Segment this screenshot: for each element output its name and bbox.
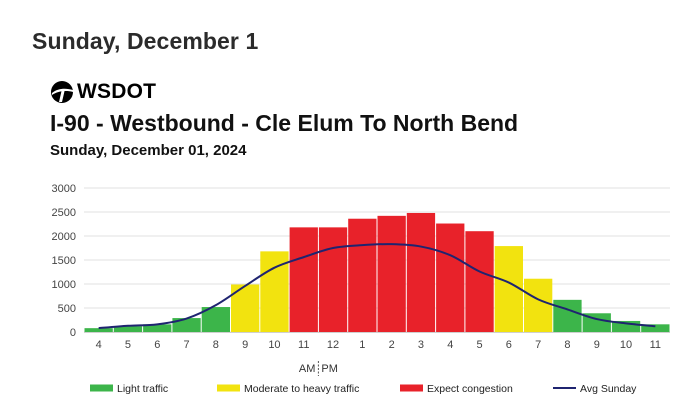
x-tick-label: 12 xyxy=(327,339,339,351)
bar-15 xyxy=(524,278,553,332)
y-tick-label: 2000 xyxy=(52,231,76,243)
y-tick-label: 2500 xyxy=(52,207,76,219)
legend: Light traffic Moderate to heavy traffic Ex… xyxy=(90,383,637,395)
y-tick-label: 3000 xyxy=(52,183,76,195)
legend-swatch-light xyxy=(90,384,113,392)
grid-lines xyxy=(84,187,670,333)
logo-text: WSDOT xyxy=(77,80,157,103)
bar-7 xyxy=(289,227,318,332)
y-tick-label: 0 xyxy=(70,327,76,339)
x-tick-label: 7 xyxy=(535,339,541,351)
x-tick-label: 9 xyxy=(242,339,248,351)
bar-8 xyxy=(318,227,348,332)
legend-swatch-congestion xyxy=(400,384,423,392)
y-axis-ticks: 0 500 1000 1500 2000 2500 3000 xyxy=(52,183,76,339)
bar-18 xyxy=(611,320,641,332)
y-tick-label: 500 xyxy=(58,303,76,315)
avg-sunday-line xyxy=(98,243,656,330)
bar-12 xyxy=(436,223,465,332)
x-tick-label: 9 xyxy=(594,339,600,351)
bar-10 xyxy=(377,215,406,332)
bar-13 xyxy=(465,231,494,332)
wsdot-logo: WSDOT xyxy=(50,80,156,104)
bar-19 xyxy=(641,324,670,332)
bar-2 xyxy=(143,324,172,332)
page-title: Sunday, December 1 xyxy=(32,28,259,54)
wsdot-swoosh-icon xyxy=(51,81,73,103)
x-tick-label: 6 xyxy=(154,339,160,351)
bar-16 xyxy=(553,299,582,332)
bars xyxy=(84,212,670,332)
y-tick-label: 1000 xyxy=(52,279,76,291)
bar-1 xyxy=(113,326,143,332)
chart-title: I-90 - Westbound - Cle Elum To North Ben… xyxy=(50,110,519,136)
x-tick-label: 11 xyxy=(650,339,661,351)
am-pm-divider: AM PM xyxy=(299,361,338,376)
am-label: AM xyxy=(299,363,316,375)
y-tick-label: 1500 xyxy=(52,255,76,267)
x-tick-label: 7 xyxy=(183,339,189,351)
x-tick-label: 10 xyxy=(620,339,632,351)
x-tick-label: 8 xyxy=(564,339,570,351)
chart-subtitle: Sunday, December 01, 2024 xyxy=(50,142,247,159)
x-tick-label: 5 xyxy=(125,339,131,351)
x-tick-label: 8 xyxy=(213,339,219,351)
bar-9 xyxy=(348,218,377,332)
legend-label-congestion: Expect congestion xyxy=(427,383,513,395)
x-tick-label: 11 xyxy=(298,339,309,351)
legend-label-avg: Avg Sunday xyxy=(580,383,637,395)
bar-3 xyxy=(172,318,201,332)
bar-11 xyxy=(406,212,436,332)
bar-14 xyxy=(494,246,523,332)
x-tick-label: 1 xyxy=(359,339,365,351)
bar-0 xyxy=(84,328,113,332)
legend-label-moderate: Moderate to heavy traffic xyxy=(244,383,359,395)
x-tick-label: 3 xyxy=(418,339,424,351)
x-tick-label: 4 xyxy=(447,339,453,351)
legend-label-light: Light traffic xyxy=(117,383,168,395)
x-tick-label: 4 xyxy=(96,339,102,351)
avg-line-layer xyxy=(98,243,656,330)
x-tick-label: 2 xyxy=(389,339,395,351)
bar-6 xyxy=(260,251,289,332)
x-tick-label: 5 xyxy=(476,339,482,351)
x-tick-label: 6 xyxy=(506,339,512,351)
pm-label: PM xyxy=(321,363,338,375)
x-axis-ticks: 4 5 6 7 8 9 10 11 12 1 2 3 4 5 6 7 8 9 10 11 xyxy=(84,332,670,351)
legend-swatch-moderate xyxy=(217,384,240,392)
x-tick-label: 10 xyxy=(268,339,280,351)
